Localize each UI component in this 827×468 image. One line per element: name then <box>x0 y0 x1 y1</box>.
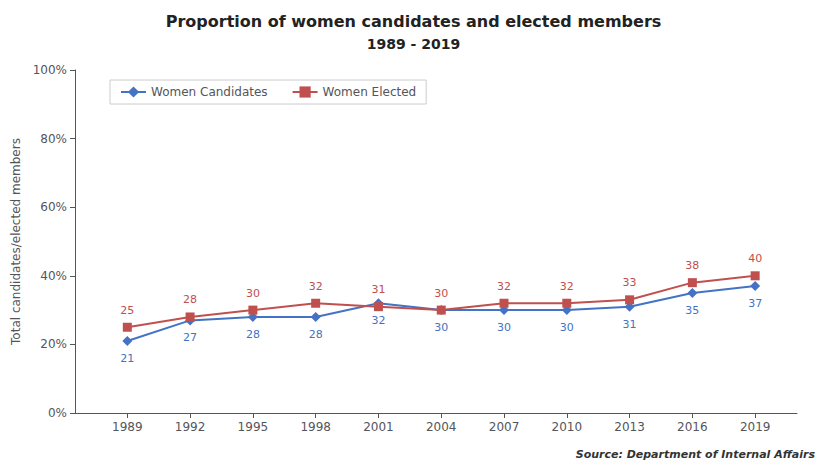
svg-text:30: 30 <box>560 321 574 334</box>
svg-text:30: 30 <box>434 321 448 334</box>
svg-text:2010: 2010 <box>552 420 583 434</box>
svg-text:1995: 1995 <box>238 420 269 434</box>
svg-text:1989: 1989 <box>112 420 143 434</box>
svg-text:2019: 2019 <box>740 420 771 434</box>
svg-text:31: 31 <box>623 318 637 331</box>
svg-text:100%: 100% <box>33 63 67 77</box>
svg-text:60%: 60% <box>40 200 67 214</box>
svg-text:40%: 40% <box>40 269 67 283</box>
svg-text:35: 35 <box>685 304 699 317</box>
svg-text:1992: 1992 <box>175 420 206 434</box>
svg-text:25: 25 <box>120 304 134 317</box>
svg-text:0%: 0% <box>48 406 67 420</box>
svg-text:2013: 2013 <box>614 420 645 434</box>
svg-text:30: 30 <box>497 321 511 334</box>
svg-text:80%: 80% <box>40 132 67 146</box>
svg-text:32: 32 <box>371 314 385 327</box>
svg-text:31: 31 <box>371 283 385 296</box>
svg-text:38: 38 <box>685 259 699 272</box>
svg-text:20%: 20% <box>40 337 67 351</box>
svg-text:Women Candidates: Women Candidates <box>151 85 268 99</box>
svg-text:32: 32 <box>497 280 511 293</box>
svg-text:2004: 2004 <box>426 420 457 434</box>
svg-text:Source: Department of Internal: Source: Department of Internal Affairs <box>576 448 816 461</box>
svg-text:28: 28 <box>183 293 197 306</box>
svg-text:28: 28 <box>246 328 260 341</box>
svg-text:Women Elected: Women Elected <box>323 85 417 99</box>
svg-text:21: 21 <box>120 352 134 365</box>
svg-text:2007: 2007 <box>489 420 520 434</box>
svg-text:2001: 2001 <box>363 420 394 434</box>
svg-text:1989 - 2019: 1989 - 2019 <box>367 36 461 52</box>
svg-text:28: 28 <box>309 328 323 341</box>
svg-text:Total candidates/elected membe: Total candidates/elected members <box>9 138 23 346</box>
svg-text:37: 37 <box>748 297 762 310</box>
svg-text:32: 32 <box>309 280 323 293</box>
svg-text:30: 30 <box>246 287 260 300</box>
svg-text:2016: 2016 <box>677 420 708 434</box>
svg-text:27: 27 <box>183 331 197 344</box>
svg-text:30: 30 <box>434 287 448 300</box>
svg-text:33: 33 <box>623 276 637 289</box>
svg-text:32: 32 <box>560 280 574 293</box>
svg-text:Proportion of women candidates: Proportion of women candidates and elect… <box>166 12 662 31</box>
svg-text:1998: 1998 <box>300 420 331 434</box>
svg-text:40: 40 <box>748 252 762 265</box>
